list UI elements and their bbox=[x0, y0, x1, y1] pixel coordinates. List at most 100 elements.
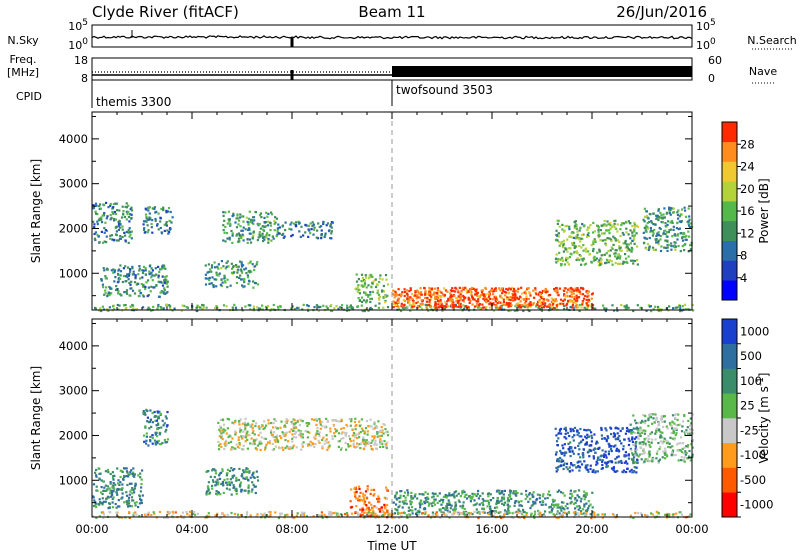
data-cell bbox=[439, 305, 442, 308]
data-cell bbox=[483, 511, 486, 514]
data-cell bbox=[394, 496, 397, 499]
data-cell bbox=[668, 212, 671, 215]
data-cell bbox=[544, 503, 547, 506]
data-cell bbox=[215, 480, 218, 483]
data-cell bbox=[644, 422, 647, 425]
data-cell bbox=[601, 460, 604, 463]
data-cell bbox=[424, 491, 427, 494]
data-cell bbox=[559, 427, 563, 430]
data-cell bbox=[92, 206, 96, 209]
data-cell bbox=[671, 414, 675, 417]
data-cell bbox=[497, 306, 500, 309]
data-cell bbox=[631, 452, 634, 455]
data-cell bbox=[588, 429, 591, 432]
data-cell bbox=[403, 294, 406, 298]
data-cell bbox=[425, 293, 428, 296]
data-cell bbox=[625, 243, 628, 246]
data-cell bbox=[691, 446, 694, 449]
data-cell bbox=[133, 502, 136, 505]
data-cell bbox=[421, 512, 424, 515]
data-cell bbox=[100, 221, 104, 224]
data-cell bbox=[666, 427, 669, 430]
data-cell bbox=[608, 232, 611, 235]
data-cell bbox=[157, 212, 160, 215]
data-cell bbox=[528, 302, 531, 305]
data-cell bbox=[578, 442, 581, 445]
data-cell bbox=[489, 301, 492, 304]
data-cell bbox=[249, 304, 252, 307]
data-cell bbox=[262, 427, 265, 431]
data-cell bbox=[461, 506, 464, 510]
data-cell bbox=[271, 442, 274, 445]
data-cell bbox=[92, 495, 95, 498]
data-cell bbox=[111, 210, 114, 214]
data-cell bbox=[525, 512, 528, 515]
data-cell bbox=[256, 261, 259, 264]
data-cell bbox=[563, 443, 566, 446]
data-cell bbox=[585, 290, 588, 293]
data-cell bbox=[185, 306, 188, 309]
data-cell bbox=[512, 490, 515, 493]
data-cell bbox=[251, 488, 254, 491]
data-cell bbox=[285, 445, 289, 448]
data-cell bbox=[217, 273, 221, 276]
data-cell bbox=[682, 442, 685, 445]
data-cell bbox=[149, 290, 152, 293]
data-cell bbox=[489, 513, 492, 516]
data-cell bbox=[126, 503, 129, 506]
data-cell bbox=[301, 420, 304, 423]
data-cell bbox=[609, 238, 613, 241]
data-cell bbox=[585, 298, 588, 301]
data-cell bbox=[223, 442, 226, 445]
data-cell bbox=[671, 437, 674, 440]
data-cell bbox=[687, 230, 690, 233]
data-cell bbox=[215, 305, 218, 308]
data-cell bbox=[169, 210, 172, 214]
data-cell bbox=[92, 220, 95, 223]
data-cell bbox=[677, 459, 680, 462]
data-cell bbox=[99, 501, 102, 504]
data-cell bbox=[367, 442, 371, 445]
data-cell bbox=[607, 223, 610, 226]
data-cell bbox=[629, 259, 633, 262]
data-cell bbox=[236, 445, 240, 449]
data-cell bbox=[240, 263, 243, 266]
data-cell bbox=[294, 426, 297, 429]
data-cell bbox=[215, 492, 218, 495]
data-cell bbox=[104, 221, 107, 224]
data-cell bbox=[305, 422, 308, 425]
data-cell bbox=[680, 220, 683, 224]
data-cell bbox=[556, 259, 560, 263]
data-cell bbox=[639, 428, 642, 431]
data-cell bbox=[324, 232, 327, 235]
data-cell bbox=[461, 505, 465, 508]
data-cell bbox=[643, 438, 646, 441]
data-cell bbox=[230, 511, 233, 515]
data-cell bbox=[143, 411, 146, 414]
data-cell bbox=[643, 460, 646, 463]
data-cell bbox=[477, 489, 480, 493]
data-cell bbox=[431, 293, 434, 296]
data-cell bbox=[211, 479, 215, 482]
data-cell bbox=[250, 270, 253, 273]
data-cell bbox=[221, 281, 224, 284]
data-cell bbox=[354, 436, 357, 439]
data-cell bbox=[619, 246, 622, 249]
data-cell bbox=[612, 469, 615, 472]
data-cell bbox=[95, 474, 98, 477]
data-cell bbox=[386, 434, 390, 437]
data-cell bbox=[126, 501, 129, 504]
data-cell bbox=[362, 508, 365, 511]
data-cell bbox=[161, 284, 165, 287]
data-cell bbox=[321, 420, 324, 424]
data-cell bbox=[559, 456, 562, 460]
data-cell bbox=[587, 428, 590, 432]
data-cell bbox=[486, 499, 489, 502]
data-cell bbox=[163, 287, 166, 290]
data-cell bbox=[222, 304, 226, 307]
data-cell bbox=[395, 497, 398, 500]
data-cell bbox=[218, 272, 221, 275]
data-cell bbox=[319, 305, 322, 308]
data-cell bbox=[555, 286, 558, 290]
data-cell bbox=[415, 301, 418, 305]
